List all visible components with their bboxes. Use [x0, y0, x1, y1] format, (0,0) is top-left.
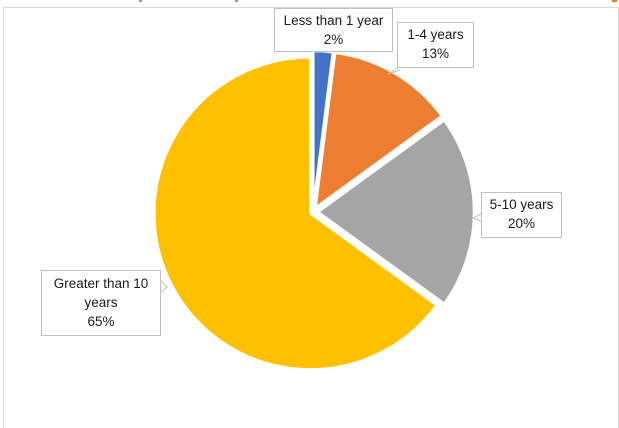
slice-5-10-years[interactable]: [315, 118, 476, 306]
slice-greater-than-10-years[interactable]: [153, 56, 439, 371]
callout-1-4-years[interactable]: 1-4 years 13%: [397, 22, 474, 68]
title-fragment: [235, 0, 238, 2]
callout-category-line1: Greater than 10: [53, 276, 149, 291]
title-fragment: [612, 0, 617, 2]
leader-5-10-years: [471, 213, 482, 222]
cropped-title-fragments: [0, 0, 619, 3]
callout-category-line2: years: [84, 295, 118, 310]
callout-less-than-1-year[interactable]: Less than 1 year 2%: [274, 8, 393, 52]
callout-value: 2%: [323, 32, 344, 47]
leader-1-4-years: [387, 66, 401, 75]
title-fragment: [139, 0, 142, 2]
callout-greater-than-10-years[interactable]: Greater than 10 years 65%: [41, 270, 161, 336]
callout-value: 65%: [87, 314, 115, 329]
callout-category: 5-10 years: [489, 197, 554, 212]
callout-value: 20%: [507, 216, 536, 231]
leader-greater-than-10-years: [159, 279, 168, 294]
callout-value: 13%: [421, 46, 450, 61]
callout-5-10-years[interactable]: 5-10 years 20%: [481, 192, 562, 238]
slice-1-4-years[interactable]: [313, 51, 444, 211]
pie-chart[interactable]: [0, 0, 619, 416]
callout-category: 1-4 years: [407, 27, 464, 42]
callout-category: Less than 1 year: [283, 13, 384, 28]
